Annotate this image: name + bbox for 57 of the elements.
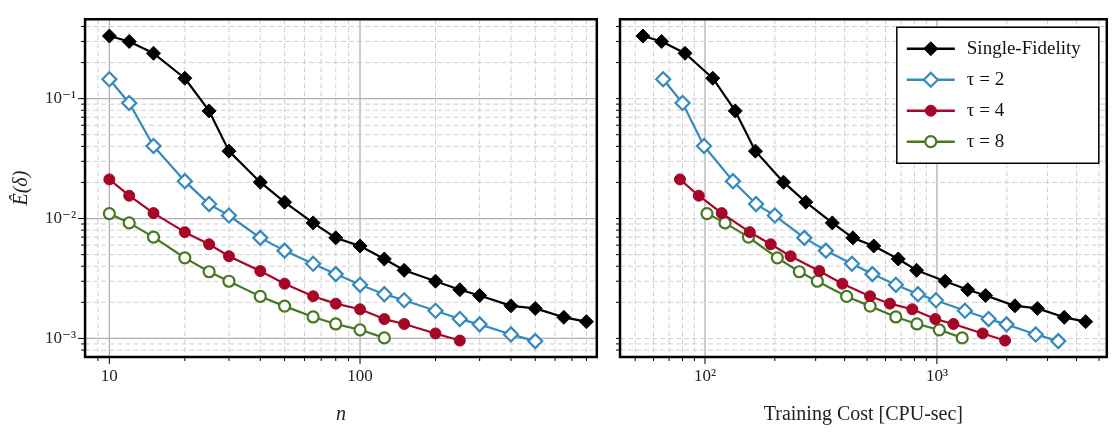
point	[527, 300, 543, 316]
point	[452, 282, 468, 298]
point	[102, 206, 116, 221]
y-tick-label: 10⁻¹	[44, 88, 77, 108]
y-tick-label: 10⁻³	[44, 327, 77, 347]
point	[327, 266, 344, 283]
point	[178, 251, 192, 265]
point	[201, 103, 217, 119]
point	[503, 298, 519, 314]
point	[277, 299, 292, 313]
point	[101, 71, 118, 88]
x-tick-label: 10²	[693, 365, 717, 385]
point	[252, 229, 269, 246]
point	[578, 314, 594, 330]
x-axis-title: Training Cost [CPU-sec]	[763, 402, 964, 426]
point	[428, 273, 443, 289]
point	[178, 226, 191, 239]
point	[253, 289, 267, 304]
x-tick-label: 100	[347, 365, 373, 385]
point	[377, 331, 391, 345]
legend-label: Single-Fidelity	[966, 36, 1082, 58]
point	[451, 310, 468, 328]
point	[376, 286, 393, 303]
legend-label: τ = 2	[966, 67, 1005, 89]
point	[502, 326, 520, 343]
point	[329, 317, 343, 331]
point	[103, 173, 116, 186]
y-tick-label: 10⁻²	[44, 208, 77, 228]
point	[277, 194, 293, 210]
point	[328, 230, 344, 246]
point	[202, 265, 216, 279]
y-axis-title: Ê(δ)	[9, 170, 33, 207]
point	[176, 173, 193, 190]
point	[352, 238, 368, 254]
point	[201, 195, 218, 213]
x-tick-label: 10³	[925, 365, 948, 385]
point	[351, 276, 369, 293]
point	[527, 333, 544, 350]
point	[429, 327, 442, 340]
point	[278, 277, 291, 290]
point	[354, 303, 367, 316]
point	[378, 313, 391, 326]
point	[177, 70, 193, 86]
point	[453, 334, 466, 347]
point	[101, 28, 117, 44]
point	[427, 302, 444, 319]
legend-label: τ = 8	[966, 129, 1005, 151]
point	[276, 242, 293, 259]
point	[252, 174, 268, 190]
point	[353, 323, 367, 337]
point	[254, 265, 267, 278]
x-axis-title: n	[335, 402, 346, 425]
point	[329, 297, 342, 310]
x-tick-label: 10	[100, 365, 118, 385]
point	[203, 238, 216, 251]
point	[376, 251, 392, 267]
legend-label: τ = 4	[966, 98, 1005, 120]
